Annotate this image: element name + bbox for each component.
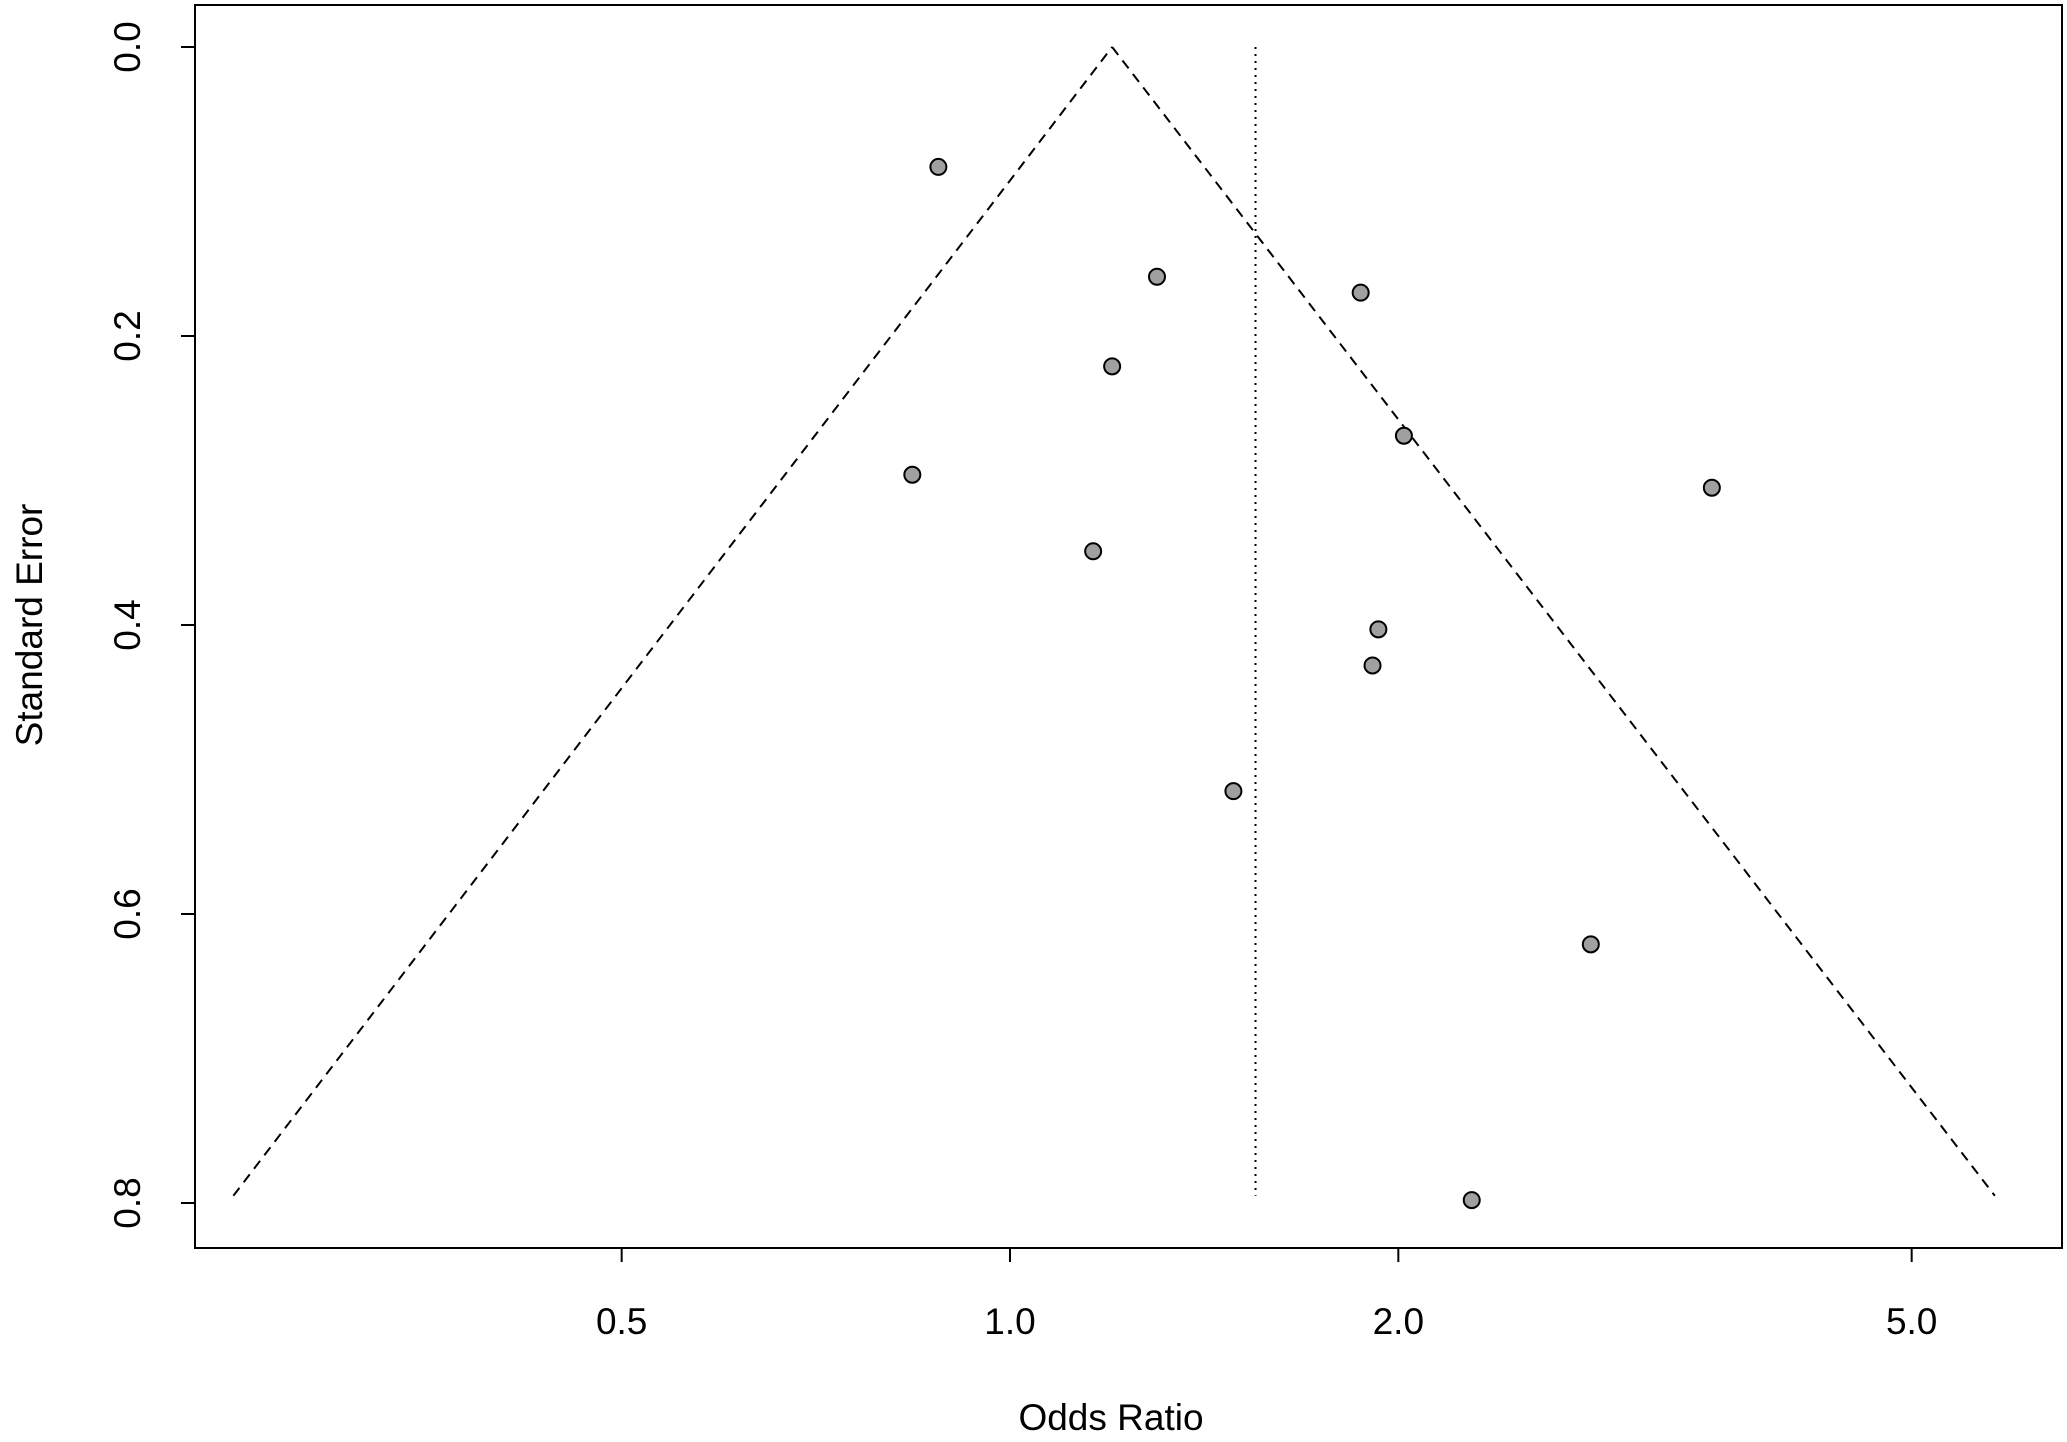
x-axis-label: Odds Ratio: [1018, 1397, 1203, 1438]
data-point: [1462, 1191, 1481, 1210]
funnel-lines: [232, 46, 1996, 1197]
y-tick-label: 0.8: [107, 1177, 148, 1228]
funnel-left-line: [232, 46, 1113, 1197]
data-point: [1224, 782, 1243, 801]
x-tick-label: 2.0: [1373, 1301, 1424, 1342]
data-point: [1084, 542, 1103, 561]
plot-frame: [194, 4, 2063, 1249]
x-tick-label: 0.5: [596, 1301, 647, 1342]
y-tick-label: 0.0: [107, 21, 148, 72]
y-tick-label: 0.2: [107, 310, 148, 361]
x-axis: 0.5 1.0 2.0 5.0: [596, 1247, 1937, 1342]
data-point: [1103, 357, 1122, 376]
data-points: [903, 157, 1721, 1210]
data-point: [1147, 267, 1166, 286]
data-point: [1702, 478, 1721, 497]
x-tick-label: 1.0: [984, 1301, 1035, 1342]
data-point: [903, 465, 922, 484]
data-point: [1363, 656, 1382, 675]
x-tick-label: 5.0: [1886, 1301, 1937, 1342]
y-tick-label: 0.4: [107, 599, 148, 650]
data-point: [1394, 426, 1413, 445]
data-point: [1351, 283, 1370, 302]
data-point: [929, 157, 948, 176]
data-point: [1369, 620, 1388, 639]
data-point: [1581, 935, 1600, 954]
funnel-right-line: [1111, 46, 1996, 1197]
y-axis-label: Standard Error: [9, 504, 50, 747]
y-tick-label: 0.6: [107, 888, 148, 939]
y-axis: 0.0 0.2 0.4 0.6 0.8: [107, 21, 196, 1229]
